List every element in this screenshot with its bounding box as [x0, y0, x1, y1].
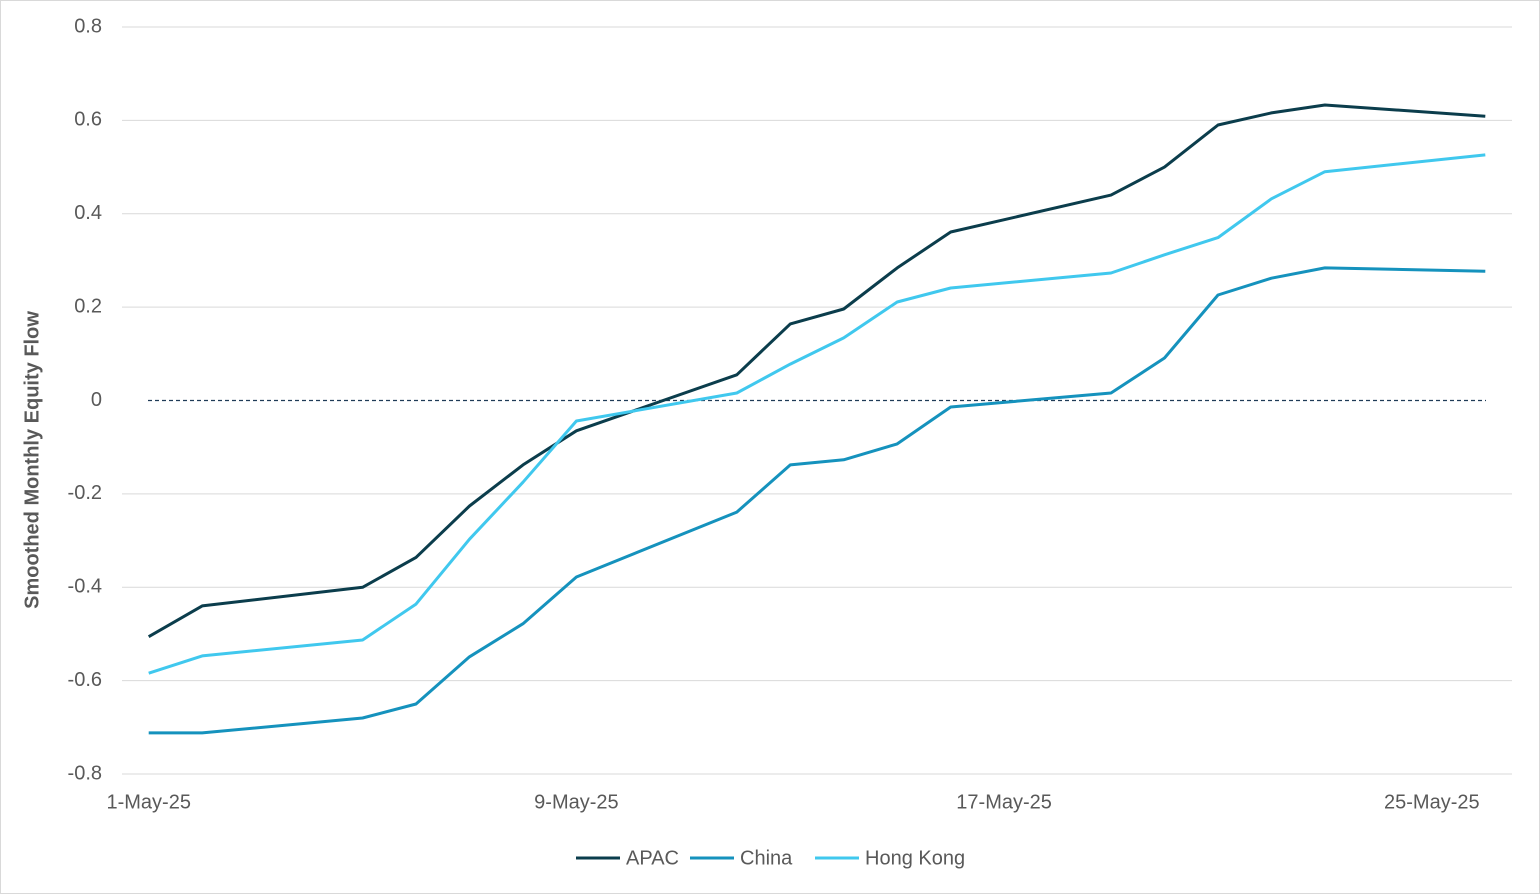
- y-tick-label: 0: [91, 389, 102, 411]
- y-tick-label: 0.4: [74, 202, 102, 224]
- y-tick-label: -0.8: [68, 762, 102, 784]
- y-tick-label: 0.6: [74, 109, 102, 131]
- series-line: [147, 103, 1486, 638]
- y-tick-label: -0.2: [68, 482, 102, 504]
- legend-label: Hong Kong: [865, 847, 965, 869]
- legend-label: China: [740, 847, 793, 869]
- x-tick-label: 25-May-25: [1384, 791, 1480, 813]
- y-tick-label: -0.6: [68, 669, 102, 691]
- series-line: [148, 266, 1486, 735]
- y-tick-label: -0.4: [68, 576, 102, 598]
- x-tick-label: 17-May-25: [956, 791, 1052, 813]
- y-axis-label: Smoothed Monthly Equity Flow: [21, 311, 43, 609]
- y-tick-label: 0.2: [74, 295, 102, 317]
- x-tick-label: 1-May-25: [106, 791, 190, 813]
- legend-label: APAC: [626, 847, 679, 869]
- series-line: [148, 153, 1486, 675]
- x-tick-label: 9-May-25: [534, 791, 618, 813]
- y-tick-label: 0.8: [74, 15, 102, 37]
